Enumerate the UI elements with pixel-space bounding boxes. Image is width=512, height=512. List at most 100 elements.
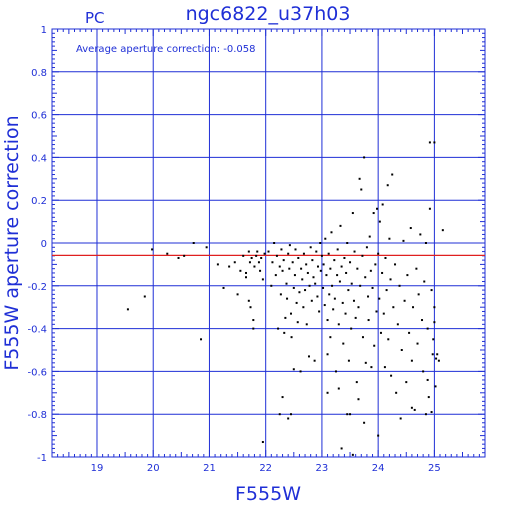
data-point — [363, 421, 366, 424]
y-tick-label: 0.6 — [31, 111, 47, 122]
data-point — [341, 301, 344, 304]
data-point — [313, 359, 316, 362]
data-point — [329, 267, 332, 270]
data-point — [281, 396, 284, 399]
data-point — [295, 301, 298, 304]
data-point — [319, 242, 322, 244]
data-point — [370, 366, 373, 369]
y-tick-label: 0.2 — [31, 196, 47, 207]
data-point — [316, 295, 319, 298]
data-point — [285, 282, 288, 285]
data-point — [318, 310, 321, 313]
data-point — [322, 286, 325, 289]
data-point — [360, 188, 363, 191]
data-point — [319, 269, 322, 272]
data-point — [307, 355, 310, 358]
data-point — [368, 235, 371, 238]
data-point — [384, 256, 387, 259]
data-point — [383, 366, 386, 369]
data-point — [322, 263, 325, 266]
data-point — [277, 327, 280, 330]
data-point — [424, 242, 427, 244]
data-point — [441, 229, 444, 232]
x-tick-label: 21 — [203, 463, 216, 474]
x-tick-label: 20 — [147, 463, 160, 474]
data-point — [289, 312, 292, 315]
data-point — [408, 331, 411, 334]
data-point — [271, 261, 274, 264]
data-point — [304, 289, 307, 292]
data-point — [334, 370, 337, 373]
data-point — [419, 233, 422, 236]
data-point — [371, 286, 374, 289]
x-tick-label: 23 — [316, 463, 329, 474]
data-point — [409, 227, 412, 230]
data-point — [298, 291, 301, 294]
data-point — [228, 265, 231, 268]
data-point — [301, 278, 304, 281]
data-point — [342, 342, 345, 345]
x-tick-label: 25 — [428, 463, 441, 474]
data-point — [400, 349, 403, 351]
data-point — [249, 306, 252, 309]
data-point — [331, 284, 334, 287]
data-point — [274, 274, 277, 277]
data-point — [310, 299, 313, 302]
data-point — [381, 203, 384, 206]
data-point — [296, 321, 299, 324]
data-point — [330, 231, 333, 234]
y-tick-label: 0 — [41, 239, 47, 250]
data-point — [379, 331, 382, 334]
data-point — [375, 310, 378, 313]
data-point — [302, 252, 305, 255]
data-point — [433, 306, 436, 309]
data-point — [333, 259, 336, 262]
y-tick-label: -0.2 — [27, 282, 47, 293]
data-point — [305, 263, 308, 266]
data-point — [166, 252, 169, 255]
data-point — [387, 338, 390, 341]
x-tick-label: 22 — [259, 463, 272, 474]
data-point — [338, 280, 341, 283]
data-point — [431, 353, 434, 356]
data-point — [436, 353, 439, 356]
data-point — [340, 265, 343, 268]
data-point — [290, 336, 293, 339]
data-point — [284, 316, 287, 319]
data-point — [305, 323, 308, 326]
data-point — [275, 254, 278, 257]
data-point — [396, 323, 399, 326]
data-point — [412, 306, 415, 309]
data-point — [399, 417, 402, 420]
data-point — [369, 269, 372, 272]
data-point — [354, 316, 357, 319]
data-point — [273, 242, 276, 244]
data-point — [250, 256, 253, 259]
data-point — [299, 370, 302, 373]
data-point — [421, 319, 424, 322]
data-point — [143, 295, 146, 298]
data-point — [417, 293, 420, 296]
data-point — [351, 453, 354, 456]
data-point — [259, 269, 262, 272]
data-point — [346, 242, 349, 244]
data-point — [292, 368, 295, 371]
data-point — [216, 263, 219, 266]
data-point — [316, 265, 319, 268]
y-tick-label: -1 — [37, 453, 47, 464]
data-point — [435, 357, 438, 360]
data-point — [344, 312, 347, 315]
data-point — [382, 312, 385, 315]
data-point — [257, 261, 260, 264]
data-point — [422, 370, 425, 373]
data-point — [355, 381, 358, 384]
data-point — [361, 254, 364, 257]
data-point — [260, 256, 263, 259]
y-tick-label: 1 — [41, 25, 47, 36]
data-point — [395, 391, 398, 394]
data-point — [343, 256, 346, 259]
data-point — [297, 256, 300, 259]
axis-tick-labels: 19 20 21 22 23 24 25 -1 -0.8 -0.6 -0.4 -0.2 0 0.2 0.4 0… — [27, 25, 440, 474]
data-point — [326, 319, 329, 322]
